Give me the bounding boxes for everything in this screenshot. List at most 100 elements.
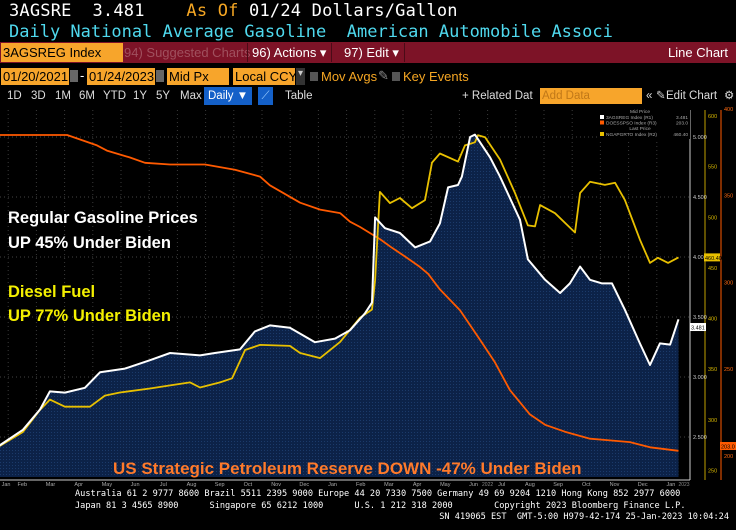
- legend-last-header: Last Price: [629, 126, 651, 132]
- r3-tick-label: 400: [724, 107, 733, 113]
- x-tick-label: Aug: [525, 482, 535, 488]
- edit-menu-button[interactable]: 97) Edit ▾: [340, 43, 405, 62]
- x-tick-label: May: [102, 482, 113, 488]
- related-data-button[interactable]: + Related Dat: [462, 90, 533, 102]
- r3-tick-label: 300: [724, 280, 733, 286]
- period-3d[interactable]: 3D: [31, 90, 46, 102]
- legend-series-value: 3.481: [676, 115, 688, 121]
- x-tick-label: Jul: [160, 482, 167, 488]
- x-tick-label: Apr: [413, 482, 422, 488]
- x-tick-label: Sep: [215, 482, 225, 488]
- edit-chart-button[interactable]: Edit Chart: [666, 90, 718, 102]
- legend-series-value: 460.40: [673, 132, 688, 138]
- as-of-date-units: 01/24 Dollars/Gallon: [249, 1, 458, 21]
- start-date-input[interactable]: 01/20/2021: [1, 68, 69, 85]
- table-view-button[interactable]: Table: [285, 90, 313, 102]
- r2-tick-label: 450: [708, 266, 717, 272]
- period-5y[interactable]: 5Y: [156, 90, 171, 102]
- x-tick-label: Dec: [299, 482, 309, 488]
- suggested-charts-button[interactable]: 94) Suggested Charts: [124, 45, 251, 60]
- spr-annotation: US Strategic Petroleum Reserve DOWN -47%…: [113, 459, 582, 478]
- r1-tick-label: 5.000: [693, 135, 707, 141]
- r2-tick-label: 350: [708, 367, 717, 373]
- gasoline-annotation-line1: Regular Gasoline Prices: [8, 209, 198, 227]
- spr-last-badge-bg: [720, 442, 736, 451]
- plot-area: [0, 133, 680, 477]
- currency-select[interactable]: Local CCY: [233, 68, 298, 85]
- footer-contacts-line2: Japan 81 3 4565 8900 Singapore 65 6212 1…: [75, 500, 686, 511]
- legend-series-name: NGAPGRTO Index (R2): [606, 132, 657, 138]
- line-chart-icon[interactable]: ⟋: [258, 87, 273, 105]
- actions-menu-button[interactable]: 96) Actions ▾: [247, 43, 333, 62]
- legend-box: [598, 107, 690, 139]
- r3-tick-label: 200: [724, 454, 733, 460]
- x-tick-label: Aug: [187, 482, 197, 488]
- x-tick-label: Feb: [18, 482, 27, 488]
- calendar-icon[interactable]: [70, 70, 78, 82]
- period-bar: 1D 3D 1M 6M YTD 1Y 5Y Max Daily ▼ ⟋ Tabl…: [0, 87, 736, 105]
- period-1y[interactable]: 1Y: [133, 90, 148, 102]
- year-label: 2022: [482, 482, 493, 488]
- gasoline-last-badge: 3.481: [691, 326, 705, 332]
- end-date-input[interactable]: 01/24/2023: [87, 68, 155, 85]
- mov-avgs-label[interactable]: Mov Avgs: [321, 69, 378, 84]
- price-field-select[interactable]: Mid Px: [167, 68, 229, 85]
- mov-avgs-checkbox[interactable]: [310, 72, 318, 81]
- r2-tick-label: 400: [708, 317, 717, 323]
- gasoline-annotation-line2: UP 45% Under Biden: [8, 234, 171, 252]
- r2-tick-label: 550: [708, 165, 717, 171]
- spr-inventory-line: [0, 134, 679, 452]
- pencil-icon[interactable]: ✎: [656, 90, 666, 102]
- pencil-icon[interactable]: ✎: [378, 68, 389, 83]
- command-toolbar: 3AGSREG Index 94) Suggested Charts 96) A…: [0, 42, 736, 63]
- gear-icon[interactable]: ⚙: [724, 90, 735, 102]
- r3-tick-label: 350: [724, 194, 733, 200]
- key-events-checkbox[interactable]: [392, 72, 400, 81]
- legend-swatch: [600, 120, 604, 125]
- currency-dropdown-caret[interactable]: ▾: [296, 68, 305, 85]
- x-tick-label: Jan: [328, 482, 337, 488]
- diesel-last-badge-bg: [704, 253, 720, 262]
- period-1d[interactable]: 1D: [7, 90, 22, 102]
- x-tick-label: Nov: [271, 482, 281, 488]
- diesel-last-badge: 460.40: [705, 256, 722, 262]
- diesel-annotation-line1: Diesel Fuel: [8, 283, 96, 301]
- gasoline-price-line: [0, 133, 680, 447]
- r2-tick-label: 600: [708, 114, 717, 120]
- ticker-input[interactable]: 3AGSREG Index: [1, 43, 123, 62]
- period-max[interactable]: Max: [180, 90, 202, 102]
- x-tick-label: Jul: [498, 482, 505, 488]
- period-6m[interactable]: 6M: [79, 90, 95, 102]
- x-tick-label: Mar: [384, 482, 394, 488]
- period-1m[interactable]: 1M: [55, 90, 71, 102]
- collapse-icon[interactable]: «: [646, 90, 653, 102]
- key-events-label[interactable]: Key Events: [403, 69, 469, 84]
- frequency-select[interactable]: Daily ▼: [204, 87, 253, 105]
- legend-mid-header: Mid Price: [630, 109, 650, 115]
- legend-series-name: 3AGSREG Index (R1): [606, 115, 653, 121]
- legend-series-value: 203.0: [676, 121, 688, 127]
- security-header: 3AGSRE 3.481 As Of 01/24 Dollars/Gallon: [9, 1, 458, 21]
- x-tick-label: Jun: [469, 482, 478, 488]
- x-tick-label: Oct: [582, 482, 591, 488]
- r2-tick-label: 300: [708, 418, 717, 424]
- calendar-icon[interactable]: [156, 70, 164, 82]
- x-tick-label: Jun: [131, 482, 140, 488]
- footer-contacts-line1: Australia 61 2 9777 8600 Brazil 5511 239…: [75, 489, 681, 499]
- r2-tick-label: 500: [708, 215, 717, 221]
- diesel-annotation-line2: UP 77% Under Biden: [8, 307, 171, 325]
- gasoline-area-fill: [0, 134, 679, 477]
- x-tick-label: Oct: [244, 482, 253, 488]
- r1-tick-label: 2.500: [693, 435, 707, 441]
- x-tick-label: Nov: [610, 482, 620, 488]
- x-tick-label: Mar: [46, 482, 56, 488]
- ticker-short: 3AGSRE: [9, 1, 72, 21]
- r1-tick-label: 4.500: [693, 195, 707, 201]
- x-tick-label: Jan: [2, 482, 11, 488]
- legend-swatch: [600, 132, 604, 136]
- period-ytd[interactable]: YTD: [103, 90, 126, 102]
- add-data-input[interactable]: Add Data: [540, 88, 642, 104]
- footer-session-info: SN 419065 EST GMT-5:00 H979-42-174 25-Ja…: [439, 512, 729, 523]
- x-tick-label: Sep: [553, 482, 563, 488]
- x-tick-label: Jan: [666, 482, 675, 488]
